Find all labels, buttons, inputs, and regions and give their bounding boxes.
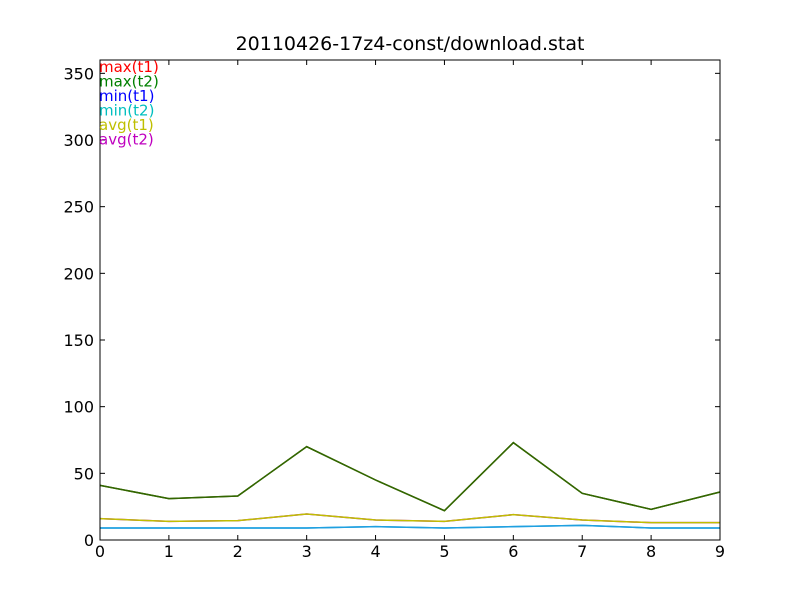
x-tick-label: 6 — [508, 542, 518, 561]
legend-entry: max(t1) — [99, 58, 159, 76]
legend-entry: min(t1) — [99, 87, 154, 105]
series-line-min-t1 — [100, 524, 720, 529]
x-tick-label: 3 — [302, 542, 312, 561]
legend-entry: avg(t1) — [99, 116, 154, 134]
x-tick-label: 1 — [164, 542, 174, 561]
x-tick-label: 8 — [646, 542, 656, 561]
series-line-max-t2 — [99, 441, 721, 512]
y-tick-label: 300 — [63, 131, 94, 150]
y-tick-label: 200 — [63, 264, 94, 283]
legend-entry: min(t2) — [99, 102, 154, 120]
x-tick-label: 9 — [715, 542, 725, 561]
y-tick-label: 0 — [84, 531, 94, 550]
plot-area — [100, 60, 720, 540]
legend-entry: max(t2) — [99, 73, 159, 91]
x-tick-label: 7 — [577, 542, 587, 561]
series-line-avg-t1 — [99, 513, 720, 524]
y-tick-label: 50 — [74, 464, 94, 483]
chart-title: 20110426-17z4-const/download.stat — [236, 33, 585, 55]
y-tick-label: 150 — [63, 331, 94, 350]
x-tick-label: 0 — [95, 542, 105, 561]
y-tick-label: 250 — [63, 198, 94, 217]
legend: max(t1)max(t2)min(t1)min(t2)avg(t1)avg(t… — [99, 58, 159, 149]
x-tick-label: 5 — [439, 542, 449, 561]
legend-entry: avg(t2) — [99, 131, 154, 149]
x-tick-label: 4 — [370, 542, 380, 561]
y-tick-label: 100 — [63, 398, 94, 417]
plot-frame — [99, 59, 721, 541]
x-tick-label: 2 — [233, 542, 243, 561]
series-lines — [99, 441, 721, 529]
y-axis: 0 50 100 150 200 250 300 350 — [63, 64, 720, 550]
y-tick-label: 350 — [63, 64, 94, 83]
